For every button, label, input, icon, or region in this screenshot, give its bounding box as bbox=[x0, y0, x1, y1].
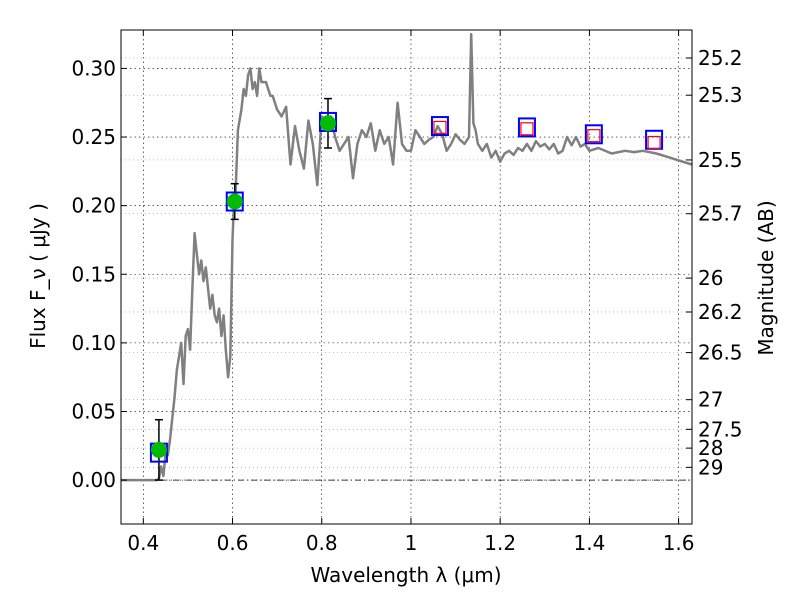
y-tick-label: 0.10 bbox=[71, 331, 116, 355]
axes bbox=[120, 29, 693, 525]
upper-limit-marker bbox=[587, 129, 601, 143]
y-axis-label: Flux F_ν ( μJy ) bbox=[26, 203, 50, 349]
y-tick-label: 0.20 bbox=[71, 194, 116, 218]
model-spectrum bbox=[121, 32, 693, 482]
model-band-marker bbox=[430, 116, 449, 137]
x-tick-label: 1.6 bbox=[663, 531, 695, 555]
tick-labels: 0.4 0.6 0.8 1 1.2 1.4 1.6 0.00 0.05 0.10 0.15 0.20 0… bbox=[71, 46, 742, 555]
y-tick-label: 0.25 bbox=[71, 125, 116, 149]
y-tick-label: 0.30 bbox=[71, 56, 116, 80]
x-tick-label: 0.8 bbox=[306, 531, 338, 555]
y-tick-label: 0.05 bbox=[71, 399, 116, 423]
photometry-points bbox=[149, 97, 664, 481]
model-band-marker bbox=[584, 124, 603, 145]
magnitude-tick-label: 25.3 bbox=[698, 83, 743, 107]
magnitude-tick-label: 26 bbox=[698, 266, 723, 290]
right-y-axis-label: Magnitude (AB) bbox=[754, 200, 778, 355]
magnitude-tick-label: 28 bbox=[698, 436, 723, 460]
detection-point bbox=[319, 115, 336, 132]
x-axis-label: Wavelength λ (μm) bbox=[310, 563, 501, 587]
magnitude-tick-label: 27 bbox=[698, 388, 723, 412]
plot-frame bbox=[120, 29, 693, 525]
magnitude-tick-label: 26.2 bbox=[698, 300, 743, 324]
model-band-marker bbox=[517, 117, 536, 138]
upper-limit-marker bbox=[433, 120, 447, 135]
magnitude-tick-label: 27.5 bbox=[698, 417, 743, 441]
x-tick-label: 0.4 bbox=[127, 531, 159, 555]
upper-limit-marker bbox=[647, 135, 661, 150]
magnitude-tick-label: 29 bbox=[698, 455, 723, 479]
x-tick-label: 1.4 bbox=[573, 531, 605, 555]
y-tick-label: 0.00 bbox=[71, 468, 116, 492]
x-tick-label: 1 bbox=[405, 531, 418, 555]
y-tick-label: 0.15 bbox=[71, 262, 116, 286]
magnitude-tick-label: 25.2 bbox=[698, 46, 743, 70]
detection-point bbox=[150, 441, 167, 458]
magnitude-tick-label: 26.5 bbox=[698, 341, 743, 365]
spectrum-line bbox=[121, 32, 693, 482]
upper-limit-marker bbox=[520, 122, 534, 136]
detection-point bbox=[226, 193, 243, 210]
magnitude-tick-label: 25.7 bbox=[698, 202, 743, 226]
x-tick-label: 1.2 bbox=[484, 531, 516, 555]
x-tick-label: 0.6 bbox=[217, 531, 249, 555]
magnitude-tick-label: 25.5 bbox=[698, 148, 743, 172]
